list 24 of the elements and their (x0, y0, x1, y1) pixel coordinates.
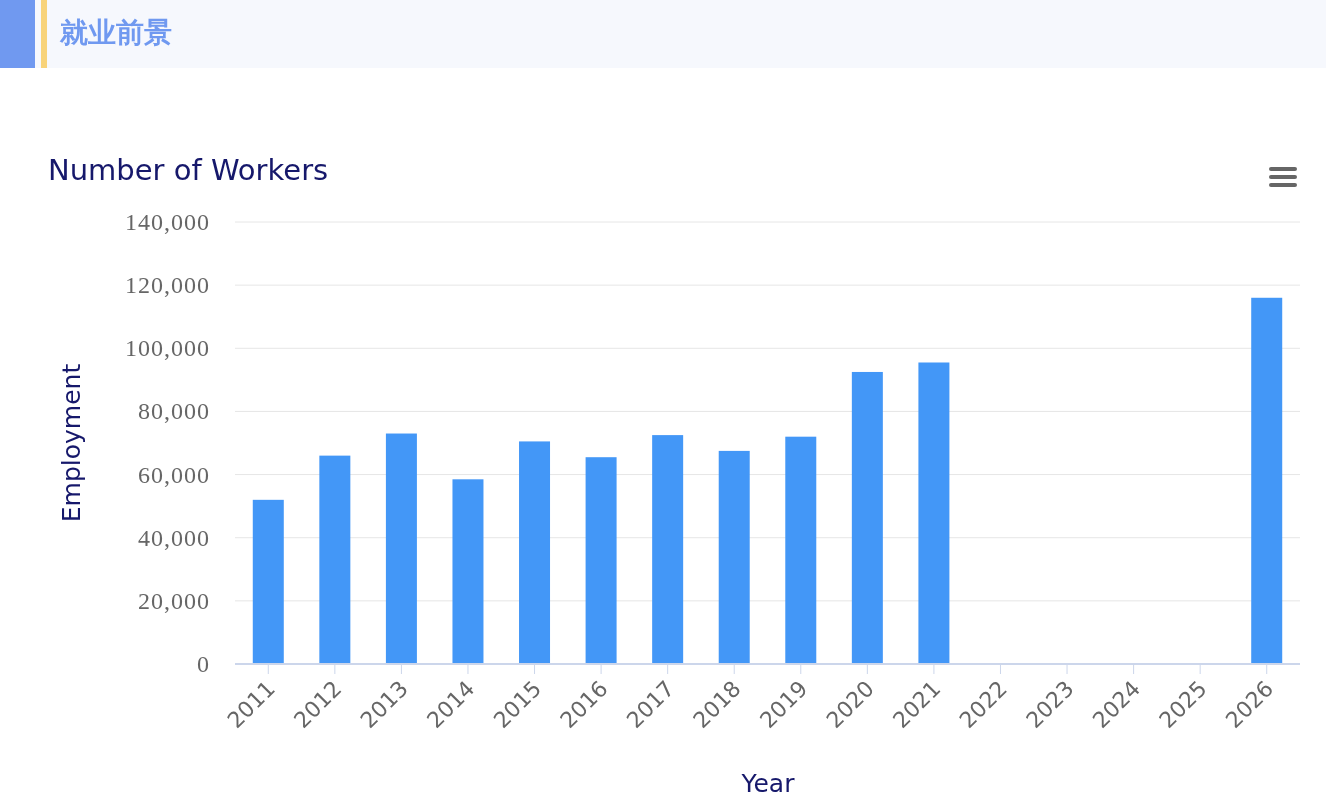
bar (918, 362, 950, 664)
bar (851, 371, 883, 664)
y-tick-label: 120,000 (125, 272, 210, 299)
bar (319, 455, 351, 664)
bar (785, 436, 817, 664)
y-tick-label: 20,000 (138, 587, 210, 614)
bar (1251, 297, 1283, 664)
chart-subtitle: Number of Workers (48, 153, 329, 187)
bar (452, 479, 484, 664)
chart-title: 就业前景 (59, 16, 172, 49)
x-axis-title: Year (740, 769, 796, 798)
y-tick-label: 60,000 (138, 461, 210, 488)
y-tick-label: 140,000 (125, 209, 210, 235)
y-tick-label: 100,000 (125, 335, 210, 362)
y-tick-label: 80,000 (138, 398, 210, 425)
y-axis-title: Employment (57, 363, 86, 523)
bar (385, 433, 417, 664)
bar (652, 435, 684, 664)
bar (519, 441, 551, 664)
y-tick-label: 0 (197, 651, 210, 677)
bar (585, 457, 617, 664)
bar (252, 499, 284, 664)
bar (718, 450, 750, 664)
y-tick-label: 40,000 (138, 524, 210, 551)
